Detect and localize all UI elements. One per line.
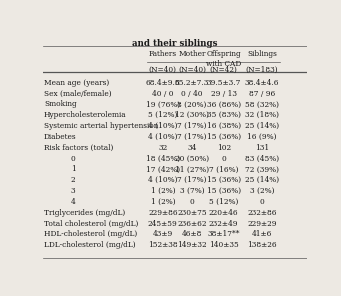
Text: 7 (17%): 7 (17%) xyxy=(177,122,207,130)
Text: 3: 3 xyxy=(71,187,75,195)
Text: 232±86: 232±86 xyxy=(247,209,277,217)
Text: 40 / 0: 40 / 0 xyxy=(152,90,174,98)
Text: 68.4±9.5: 68.4±9.5 xyxy=(146,79,180,87)
Text: Diabetes: Diabetes xyxy=(44,133,77,141)
Text: 229±86: 229±86 xyxy=(148,209,178,217)
Text: 152±38: 152±38 xyxy=(148,241,178,249)
Text: 32 (18%): 32 (18%) xyxy=(245,111,279,119)
Text: 236±62: 236±62 xyxy=(177,220,207,228)
Text: 15 (36%): 15 (36%) xyxy=(207,133,241,141)
Text: 4 (10%): 4 (10%) xyxy=(148,176,178,184)
Text: Fathers: Fathers xyxy=(149,50,177,58)
Text: 1: 1 xyxy=(71,165,75,173)
Text: 34: 34 xyxy=(187,144,197,152)
Text: 5 (12%): 5 (12%) xyxy=(148,111,178,119)
Text: 46±8: 46±8 xyxy=(182,230,202,238)
Text: (N=40): (N=40) xyxy=(178,66,206,74)
Text: 15 (36%): 15 (36%) xyxy=(207,187,241,195)
Text: 230±75: 230±75 xyxy=(177,209,207,217)
Text: 35 (83%): 35 (83%) xyxy=(207,111,241,119)
Text: 38±17**: 38±17** xyxy=(207,230,240,238)
Text: Risk factors (total): Risk factors (total) xyxy=(44,144,113,152)
Text: 232±49: 232±49 xyxy=(209,220,238,228)
Text: 138±26: 138±26 xyxy=(247,241,277,249)
Text: 7 (16%): 7 (16%) xyxy=(209,165,238,173)
Text: 3 (2%): 3 (2%) xyxy=(250,187,274,195)
Text: 3 (7%): 3 (7%) xyxy=(180,187,204,195)
Text: 16 (38%): 16 (38%) xyxy=(207,122,241,130)
Text: 1 (2%): 1 (2%) xyxy=(151,198,175,206)
Text: 19 (76%): 19 (76%) xyxy=(146,100,180,108)
Text: Offspring
with CAD: Offspring with CAD xyxy=(206,50,241,67)
Text: 102: 102 xyxy=(217,144,231,152)
Text: 83 (45%): 83 (45%) xyxy=(245,155,279,163)
Text: 131: 131 xyxy=(255,144,269,152)
Text: 4 (10%): 4 (10%) xyxy=(148,133,178,141)
Text: 87 / 96: 87 / 96 xyxy=(249,90,275,98)
Text: Systemic arterial hypertension: Systemic arterial hypertension xyxy=(44,122,158,130)
Text: 16 (9%): 16 (9%) xyxy=(247,133,277,141)
Text: 38.4±4.6: 38.4±4.6 xyxy=(245,79,279,87)
Text: 229±29: 229±29 xyxy=(247,220,277,228)
Text: 245±59: 245±59 xyxy=(148,220,178,228)
Text: 149±32: 149±32 xyxy=(177,241,207,249)
Text: 5 (12%): 5 (12%) xyxy=(209,198,238,206)
Text: 7 (17%): 7 (17%) xyxy=(177,176,207,184)
Text: 15 (36%): 15 (36%) xyxy=(207,176,241,184)
Text: 11 (27%): 11 (27%) xyxy=(175,165,209,173)
Text: HDL-cholesterol (mg/dL): HDL-cholesterol (mg/dL) xyxy=(44,230,137,238)
Text: 7 (17%): 7 (17%) xyxy=(177,133,207,141)
Text: 25 (14%): 25 (14%) xyxy=(245,122,279,130)
Text: Smoking: Smoking xyxy=(44,100,77,108)
Text: 4: 4 xyxy=(71,198,75,206)
Text: 72 (39%): 72 (39%) xyxy=(245,165,279,173)
Text: 58 (32%): 58 (32%) xyxy=(245,100,279,108)
Text: (N=42): (N=42) xyxy=(210,66,238,74)
Text: Triglycerides (mg/dL): Triglycerides (mg/dL) xyxy=(44,209,125,217)
Text: 25 (14%): 25 (14%) xyxy=(245,176,279,184)
Text: Siblings: Siblings xyxy=(247,50,277,58)
Text: 20 (50%): 20 (50%) xyxy=(175,155,209,163)
Text: Mother: Mother xyxy=(178,50,206,58)
Text: Sex (male/female): Sex (male/female) xyxy=(44,90,112,98)
Text: 4 (10%): 4 (10%) xyxy=(148,122,178,130)
Text: 0: 0 xyxy=(221,155,226,163)
Text: (N=183): (N=183) xyxy=(246,66,278,74)
Text: 0: 0 xyxy=(260,198,264,206)
Text: 65.2±7.3: 65.2±7.3 xyxy=(175,79,209,87)
Text: and their siblings: and their siblings xyxy=(132,39,218,48)
Text: 32: 32 xyxy=(158,144,167,152)
Text: 2: 2 xyxy=(71,176,75,184)
Text: 43±9: 43±9 xyxy=(153,230,173,238)
Text: 140±35: 140±35 xyxy=(209,241,238,249)
Text: 12 (30%): 12 (30%) xyxy=(175,111,209,119)
Text: 220±46: 220±46 xyxy=(209,209,238,217)
Text: 39.5±3.7: 39.5±3.7 xyxy=(206,79,241,87)
Text: 0: 0 xyxy=(71,155,75,163)
Text: 0 / 40: 0 / 40 xyxy=(181,90,203,98)
Text: 8 (20%): 8 (20%) xyxy=(177,100,207,108)
Text: 41±6: 41±6 xyxy=(252,230,272,238)
Text: 0: 0 xyxy=(190,198,194,206)
Text: 17 (42%): 17 (42%) xyxy=(146,165,180,173)
Text: Total cholesterol (mg/dL): Total cholesterol (mg/dL) xyxy=(44,220,138,228)
Text: (N=40): (N=40) xyxy=(149,66,177,74)
Text: 18 (45%): 18 (45%) xyxy=(146,155,180,163)
Text: Mean age (years): Mean age (years) xyxy=(44,79,109,87)
Text: 36 (86%): 36 (86%) xyxy=(207,100,241,108)
Text: 1 (2%): 1 (2%) xyxy=(151,187,175,195)
Text: Hypercholesterolemia: Hypercholesterolemia xyxy=(44,111,127,119)
Text: 29 / 13: 29 / 13 xyxy=(211,90,237,98)
Text: LDL-cholesterol (mg/dL): LDL-cholesterol (mg/dL) xyxy=(44,241,136,249)
